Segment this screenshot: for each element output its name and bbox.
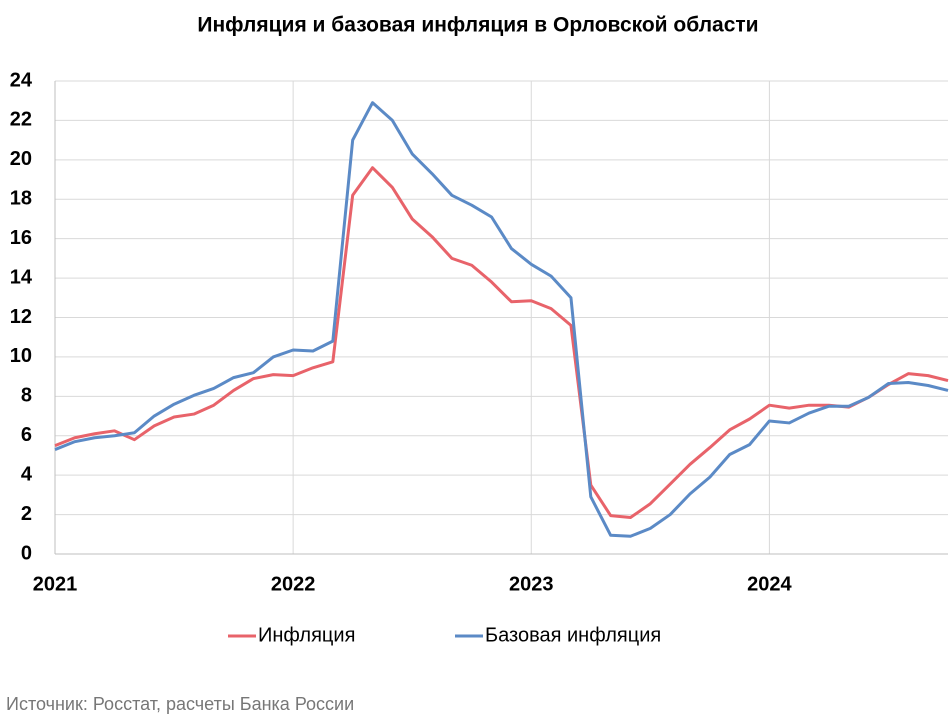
x-tick-label: 2021 [33, 573, 78, 595]
y-tick-label: 12 [10, 306, 32, 328]
y-tick-label: 24 [10, 69, 33, 91]
y-tick-label: 18 [10, 188, 32, 210]
y-tick-label: 10 [10, 345, 32, 367]
x-tick-label: 2024 [747, 573, 792, 595]
y-tick-label: 6 [21, 424, 32, 446]
data-line [54, 166, 949, 520]
y-tick-label: 20 [10, 148, 32, 170]
x-tick-label: 2023 [509, 573, 554, 595]
y-tick-label: 0 [21, 542, 32, 564]
y-tick-label: 16 [10, 227, 32, 249]
y-tick-label: 14 [10, 266, 33, 288]
y-tick-label: 8 [21, 385, 32, 407]
y-tick-label: 22 [10, 109, 32, 131]
legend-label: Инфляция [258, 624, 355, 646]
source-note: Источник: Росстат, расчеты Банка России [6, 694, 354, 714]
chart-title: Инфляция и базовая инфляция в Орловской … [197, 14, 758, 37]
data-line [54, 101, 949, 538]
y-tick-label: 2 [21, 503, 32, 525]
x-tick-label: 2022 [271, 573, 316, 595]
y-tick-label: 4 [21, 463, 33, 485]
legend-label: Базовая инфляция [485, 624, 661, 646]
